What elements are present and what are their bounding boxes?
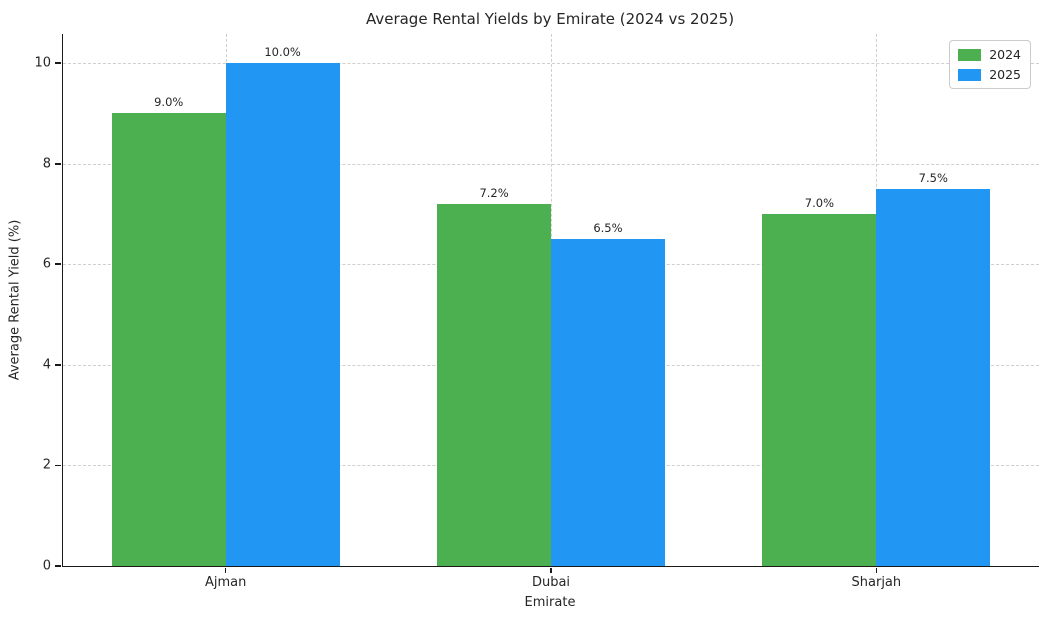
y-tick-mark [55,364,62,366]
legend-swatch-icon [958,68,982,81]
y-axis-label: Average Rental Yield (%) [7,219,23,381]
bar-value-label: 9.0% [154,95,184,110]
x-tick-mark [550,567,552,573]
y-tick-label: 2 [42,457,51,473]
bar [225,63,340,566]
y-tick-mark [55,565,62,567]
y-tick-label: 0 [42,558,51,574]
y-tick-mark [55,464,62,467]
bar [762,214,877,566]
chart-title: Average Rental Yields by Emirate (2024 v… [365,10,735,28]
legend-label: 2024 [989,47,1021,62]
x-tick-label: Ajman [204,575,247,590]
legend-swatch-icon [958,48,982,61]
bar [437,203,551,566]
legend-item: 2024 [958,47,1021,62]
bar-value-label: 7.0% [804,196,834,211]
bar [551,239,665,566]
bar-value-label: 7.5% [918,170,948,185]
plot-area: 2024 2025 0 2 4 6 8 10 Ajman Dubai Sharjah 9.0% 7.2… [34,34,1039,590]
bar-value-label: 7.2% [479,185,509,200]
y-tick-label: 10 [34,55,51,71]
x-tick-label: Dubai [531,575,571,590]
bar-value-label: 6.5% [593,221,623,236]
bar-value-label: 10.0% [264,45,301,60]
y-tick-label: 8 [42,156,51,172]
x-axis-label: Emirate [524,595,576,610]
legend-item: 2025 [958,67,1021,82]
y-tick-mark [55,162,62,165]
bar [111,113,226,566]
y-tick-mark [55,263,62,266]
x-tick-mark [875,567,878,573]
legend-label: 2025 [989,67,1021,82]
x-tick-label: Sharjah [851,575,902,590]
y-tick-label: 6 [42,256,51,272]
y-tick-mark [55,62,62,64]
bar [876,188,991,566]
legend: 2024 2025 [949,40,1031,89]
y-tick-label: 4 [42,357,51,373]
x-tick-mark [224,567,227,573]
